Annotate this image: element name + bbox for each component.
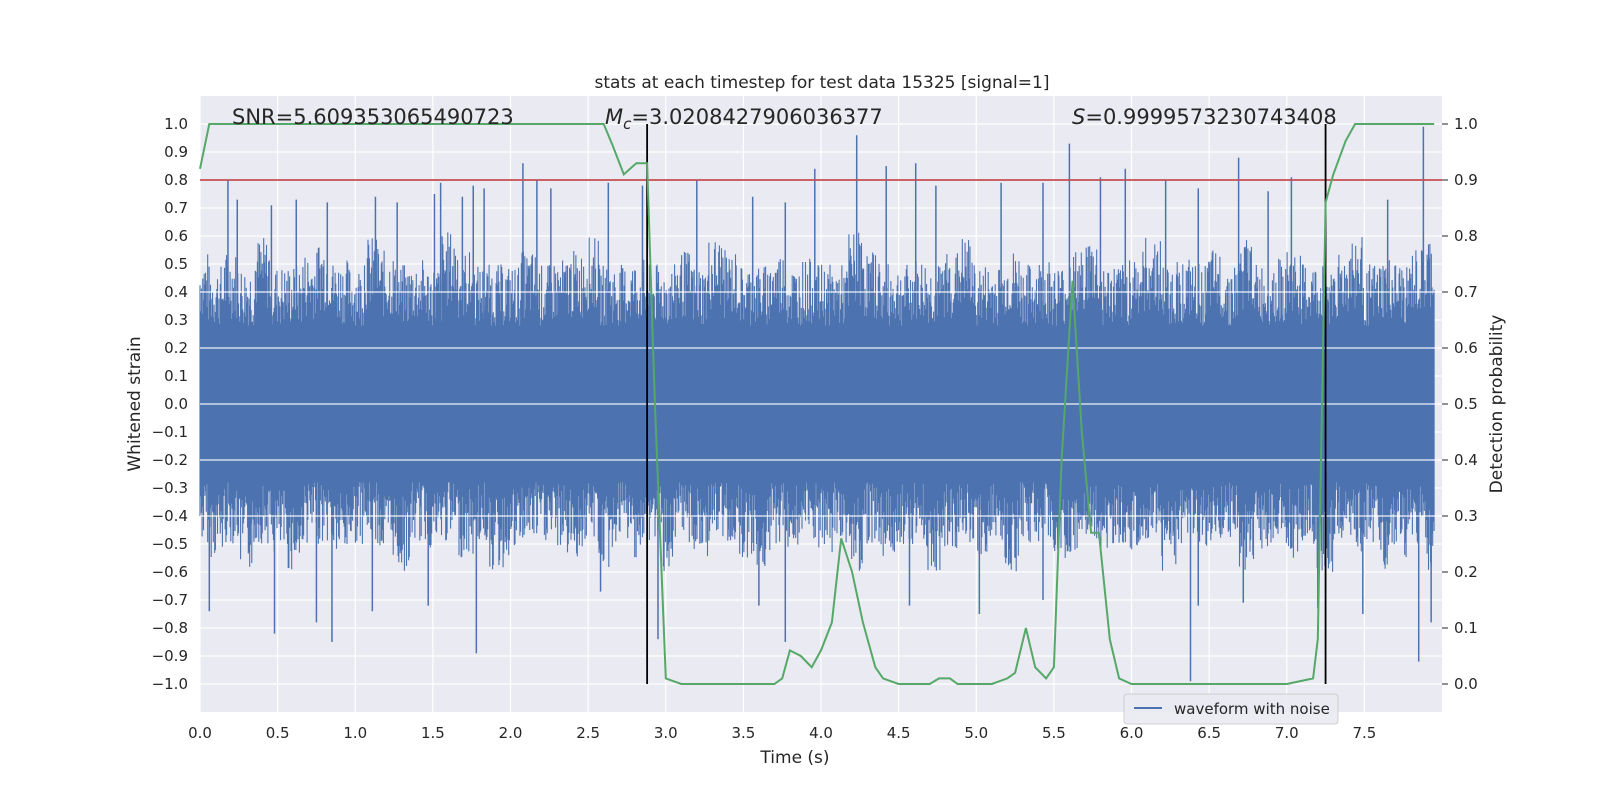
y-tick-label-left: 0.3 bbox=[164, 311, 188, 329]
s-symbol: S bbox=[1072, 105, 1085, 129]
y-tick-label-right: 0.4 bbox=[1454, 451, 1478, 469]
y-tick-label-left: −0.7 bbox=[152, 591, 188, 609]
x-tick-label: 5.0 bbox=[964, 724, 988, 742]
y-tick-label-left: −0.2 bbox=[152, 451, 188, 469]
y-tick-label-left: 0.2 bbox=[164, 339, 188, 357]
y-tick-label-left: −0.9 bbox=[152, 647, 188, 665]
x-tick-label: 7.5 bbox=[1352, 724, 1376, 742]
y-tick-label-left: 0.7 bbox=[164, 199, 188, 217]
y-tick-label-right: 0.0 bbox=[1454, 675, 1478, 693]
y-tick-label-left: 1.0 bbox=[164, 115, 188, 133]
s-annotation: S=0.9999573230743408 bbox=[1072, 105, 1337, 129]
y-tick-label-left: −0.8 bbox=[152, 619, 188, 637]
y-tick-label-right: 0.7 bbox=[1454, 283, 1478, 301]
mc-value: =3.0208427906036377 bbox=[631, 105, 882, 129]
x-tick-label: 0.0 bbox=[188, 724, 212, 742]
y-tick-label-left: 0.6 bbox=[164, 227, 188, 245]
x-tick-label: 3.5 bbox=[731, 724, 755, 742]
y-tick-label-left: −0.4 bbox=[152, 507, 188, 525]
x-tick-label: 7.0 bbox=[1275, 724, 1299, 742]
legend-entry: waveform with noise bbox=[1174, 700, 1330, 718]
x-tick-label: 3.0 bbox=[654, 724, 678, 742]
x-tick-label: 1.0 bbox=[343, 724, 367, 742]
detection-probability-line bbox=[199, 123, 1435, 685]
y-tick-label-left: 0.4 bbox=[164, 283, 188, 301]
x-tick-label: 2.0 bbox=[499, 724, 523, 742]
y-tick-label-left: 0.9 bbox=[164, 143, 188, 161]
y-tick-label-left: 0.1 bbox=[164, 367, 188, 385]
y-tick-label-right: 0.8 bbox=[1454, 227, 1478, 245]
y-tick-label-left: −0.1 bbox=[152, 423, 188, 441]
x-tick-label: 4.0 bbox=[809, 724, 833, 742]
y-axis-label-left: Whitened strain bbox=[125, 336, 145, 471]
y-tick-label-right: 1.0 bbox=[1454, 115, 1478, 133]
y-tick-label-left: −0.5 bbox=[152, 535, 188, 553]
x-tick-label: 2.5 bbox=[576, 724, 600, 742]
mc-annotation: Mc=3.0208427906036377 bbox=[605, 105, 883, 133]
mc-subscript: c bbox=[623, 115, 632, 133]
axes: 0.0 0.5 1.0 1.5 2.0 2.5 3.0 3.5 4.0 4.5 5.0 5.5 6.0 6… bbox=[152, 115, 1478, 742]
y-tick-label-left: −0.3 bbox=[152, 479, 188, 497]
chart-title: stats at each timestep for test data 153… bbox=[595, 73, 1050, 93]
y-tick-label-right: 0.3 bbox=[1454, 507, 1478, 525]
x-axis-label: Time (s) bbox=[759, 748, 829, 768]
snr-annotation: SNR=5.609353065490723 bbox=[232, 105, 514, 129]
y-tick-label-left: −1.0 bbox=[152, 675, 188, 693]
x-tick-label: 6.0 bbox=[1120, 724, 1144, 742]
y-tick-label-left: 0.0 bbox=[164, 395, 188, 413]
legend: waveform with noise bbox=[1123, 693, 1339, 725]
y-tick-label-right: 0.2 bbox=[1454, 563, 1478, 581]
y-tick-label-right: 0.1 bbox=[1454, 619, 1478, 637]
y-tick-label-right: 0.6 bbox=[1454, 339, 1478, 357]
x-tick-label: 5.5 bbox=[1042, 724, 1066, 742]
y-tick-label-left: 0.5 bbox=[164, 255, 188, 273]
s-value: =0.9999573230743408 bbox=[1085, 105, 1336, 129]
x-tick-label: 6.5 bbox=[1197, 724, 1221, 742]
plot-area bbox=[199, 123, 1442, 685]
x-tick-label: 4.5 bbox=[887, 724, 911, 742]
y-tick-label-left: −0.6 bbox=[152, 563, 188, 581]
y-axis-label-right: Detection probability bbox=[1487, 315, 1507, 494]
y-tick-label-right: 0.5 bbox=[1454, 395, 1478, 413]
legend-box bbox=[1123, 693, 1339, 725]
x-tick-label: 1.5 bbox=[421, 724, 445, 742]
y-tick-label-right: 0.9 bbox=[1454, 171, 1478, 189]
y-tick-label-left: 0.8 bbox=[164, 171, 188, 189]
mc-symbol: M bbox=[605, 105, 623, 129]
x-tick-label: 0.5 bbox=[266, 724, 290, 742]
